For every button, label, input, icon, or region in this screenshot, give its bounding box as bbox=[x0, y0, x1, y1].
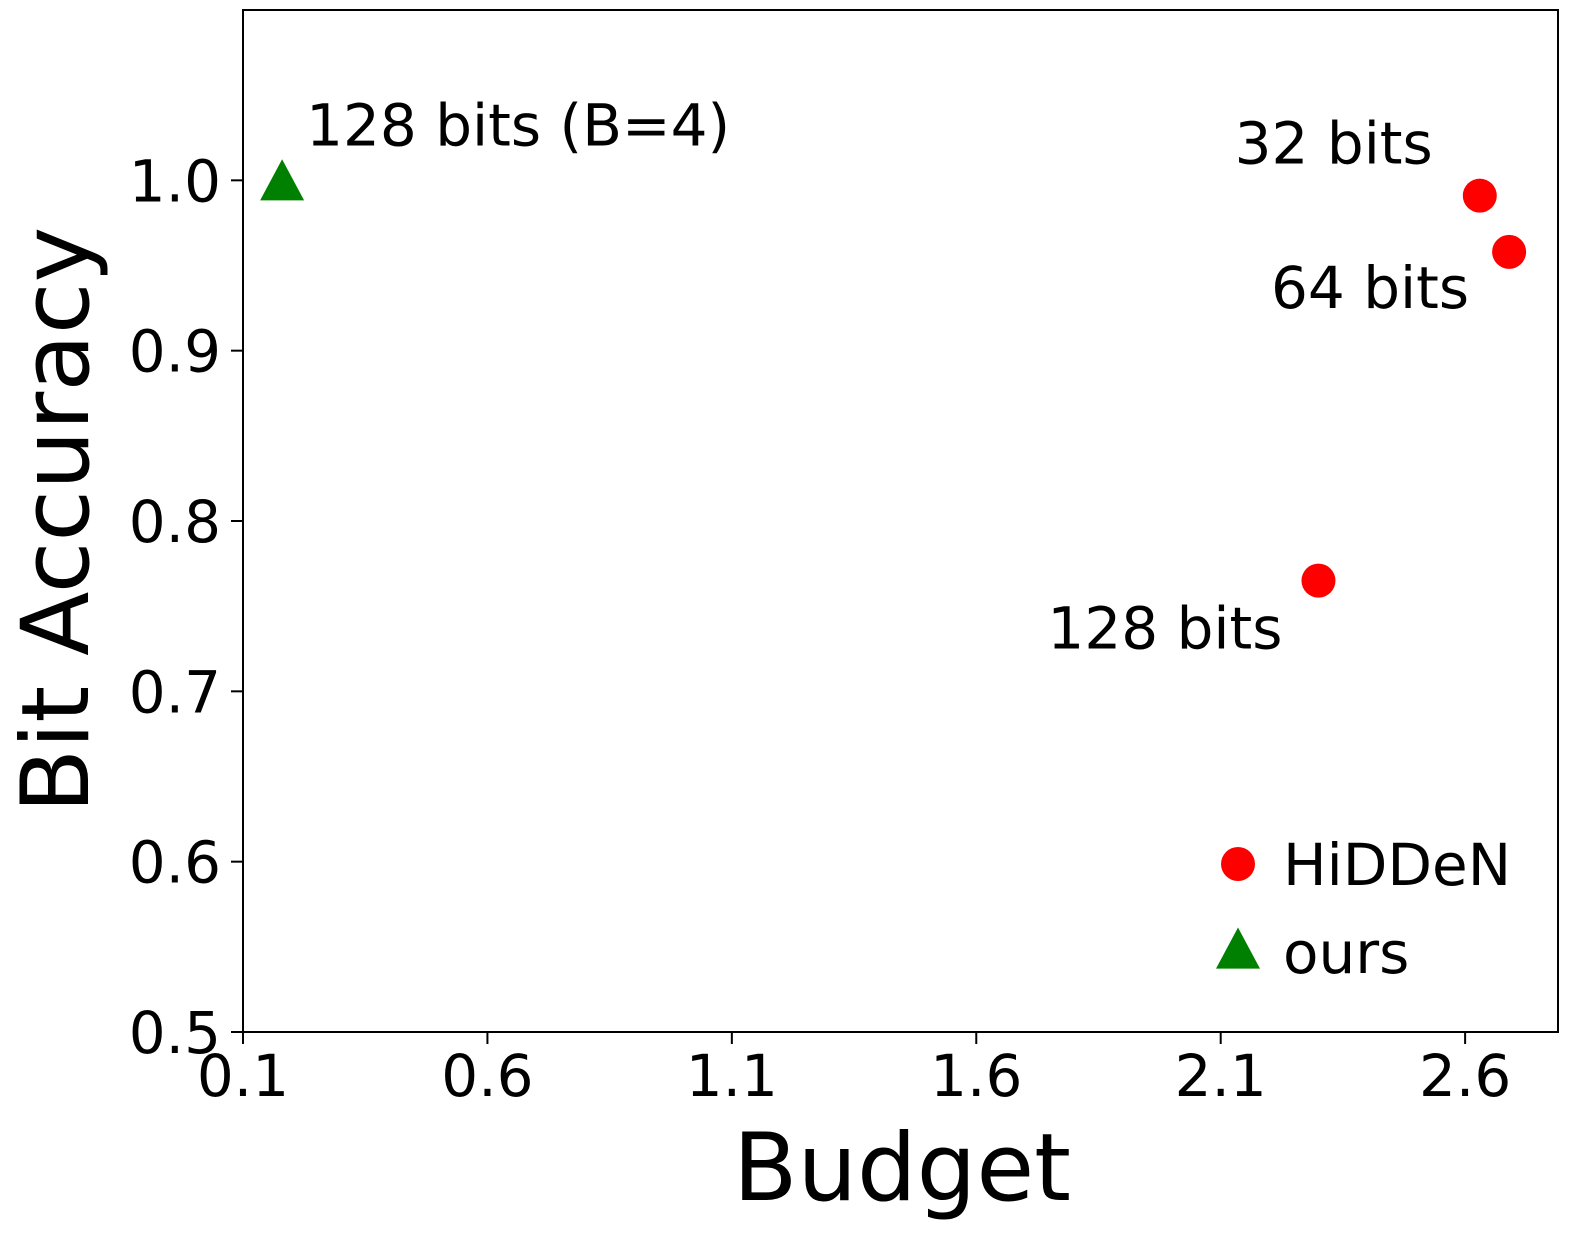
x-axis-ticks: 0.1 0.6 1.1 1.6 2.1 2.6 bbox=[197, 1032, 1511, 1110]
y-axis-ticks: 0.5 0.6 0.7 0.8 0.9 1.0 bbox=[129, 147, 243, 1067]
point-label: 32 bits bbox=[1235, 110, 1433, 178]
y-tick-label: 1.0 bbox=[129, 147, 221, 215]
legend-marker-hidden bbox=[1221, 847, 1255, 881]
data-point-ours bbox=[260, 159, 305, 201]
point-label: 64 bits bbox=[1271, 254, 1469, 322]
point-label: 128 bits (B=4) bbox=[306, 92, 730, 160]
x-axis-title: Budget bbox=[733, 1114, 1071, 1223]
y-tick-label: 0.6 bbox=[129, 829, 221, 897]
x-tick-label: 2.1 bbox=[1175, 1042, 1267, 1110]
y-tick-label: 0.7 bbox=[129, 658, 221, 726]
y-tick-label: 0.5 bbox=[129, 999, 221, 1067]
x-tick-label: 1.6 bbox=[930, 1042, 1022, 1110]
legend-label: ours bbox=[1283, 919, 1409, 987]
data-point-hidden bbox=[1301, 563, 1336, 598]
point-label: 128 bits bbox=[1047, 595, 1282, 663]
data-points bbox=[260, 159, 1527, 598]
y-tick-label: 0.8 bbox=[129, 488, 221, 556]
legend-marker-ours bbox=[1216, 927, 1260, 969]
x-tick-label: 0.1 bbox=[197, 1042, 289, 1110]
legend: HiDDeN ours bbox=[1216, 831, 1511, 987]
x-tick-label: 2.6 bbox=[1419, 1042, 1511, 1110]
point-annotations: 32 bits 64 bits 128 bits 128 bits (B=4) bbox=[306, 92, 1469, 663]
plot-frame bbox=[242, 9, 1559, 1033]
data-point-hidden bbox=[1492, 234, 1527, 269]
x-tick-label: 0.6 bbox=[441, 1042, 533, 1110]
data-point-hidden bbox=[1462, 178, 1497, 213]
x-tick-label: 1.1 bbox=[686, 1042, 778, 1110]
y-tick-label: 0.9 bbox=[129, 318, 221, 386]
y-axis-title: Bit Accuracy bbox=[2, 227, 111, 814]
legend-label: HiDDeN bbox=[1283, 831, 1511, 899]
